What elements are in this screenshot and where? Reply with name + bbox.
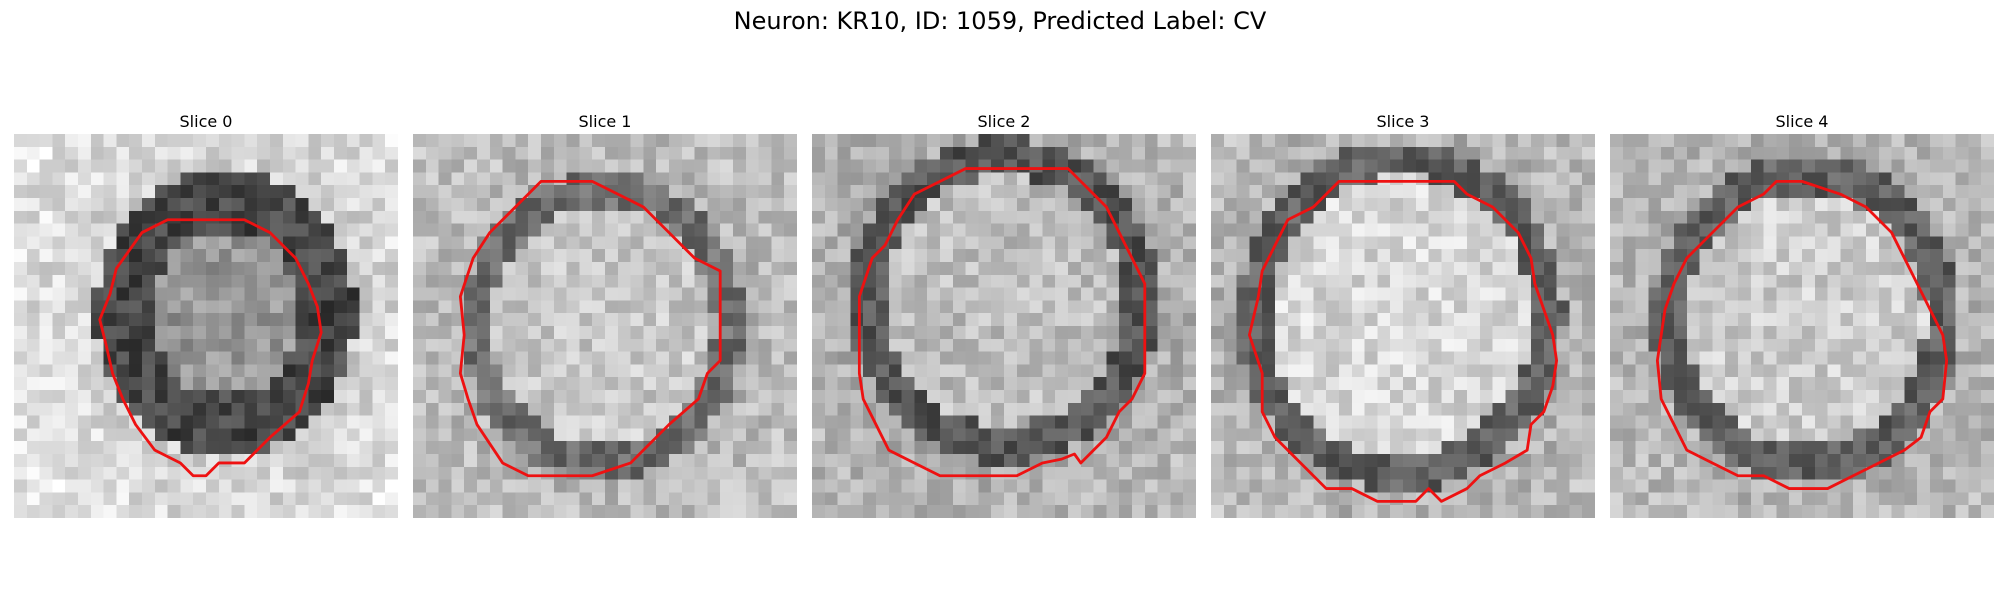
slice-panel-1: Slice 1	[413, 112, 797, 518]
slice-title: Slice 0	[179, 112, 233, 131]
slice-image-2	[812, 134, 1196, 518]
slice-panel-0: Slice 0	[14, 112, 398, 518]
slice-image-0	[14, 134, 398, 518]
segmentation-contour	[458, 179, 722, 478]
slice-image-3	[1211, 134, 1595, 518]
slice-panel-2: Slice 2	[812, 112, 1196, 518]
slice-panel-4: Slice 4	[1610, 112, 1994, 518]
page-title: Neuron: KR10, ID: 1059, Predicted Label:…	[733, 7, 1267, 35]
segmentation-contour	[98, 218, 323, 478]
slice-image-4	[1610, 134, 1994, 518]
slice-title: Slice 3	[1376, 112, 1430, 131]
slice-title: Slice 1	[578, 112, 632, 131]
slice-image-1	[413, 134, 797, 518]
segmentation-contour	[857, 167, 1147, 478]
slice-panel-3: Slice 3	[1211, 112, 1595, 518]
segmentation-contour	[1655, 179, 1949, 490]
slice-title: Slice 4	[1775, 112, 1829, 131]
slice-title: Slice 2	[977, 112, 1031, 131]
segmentation-contour	[1247, 179, 1559, 503]
